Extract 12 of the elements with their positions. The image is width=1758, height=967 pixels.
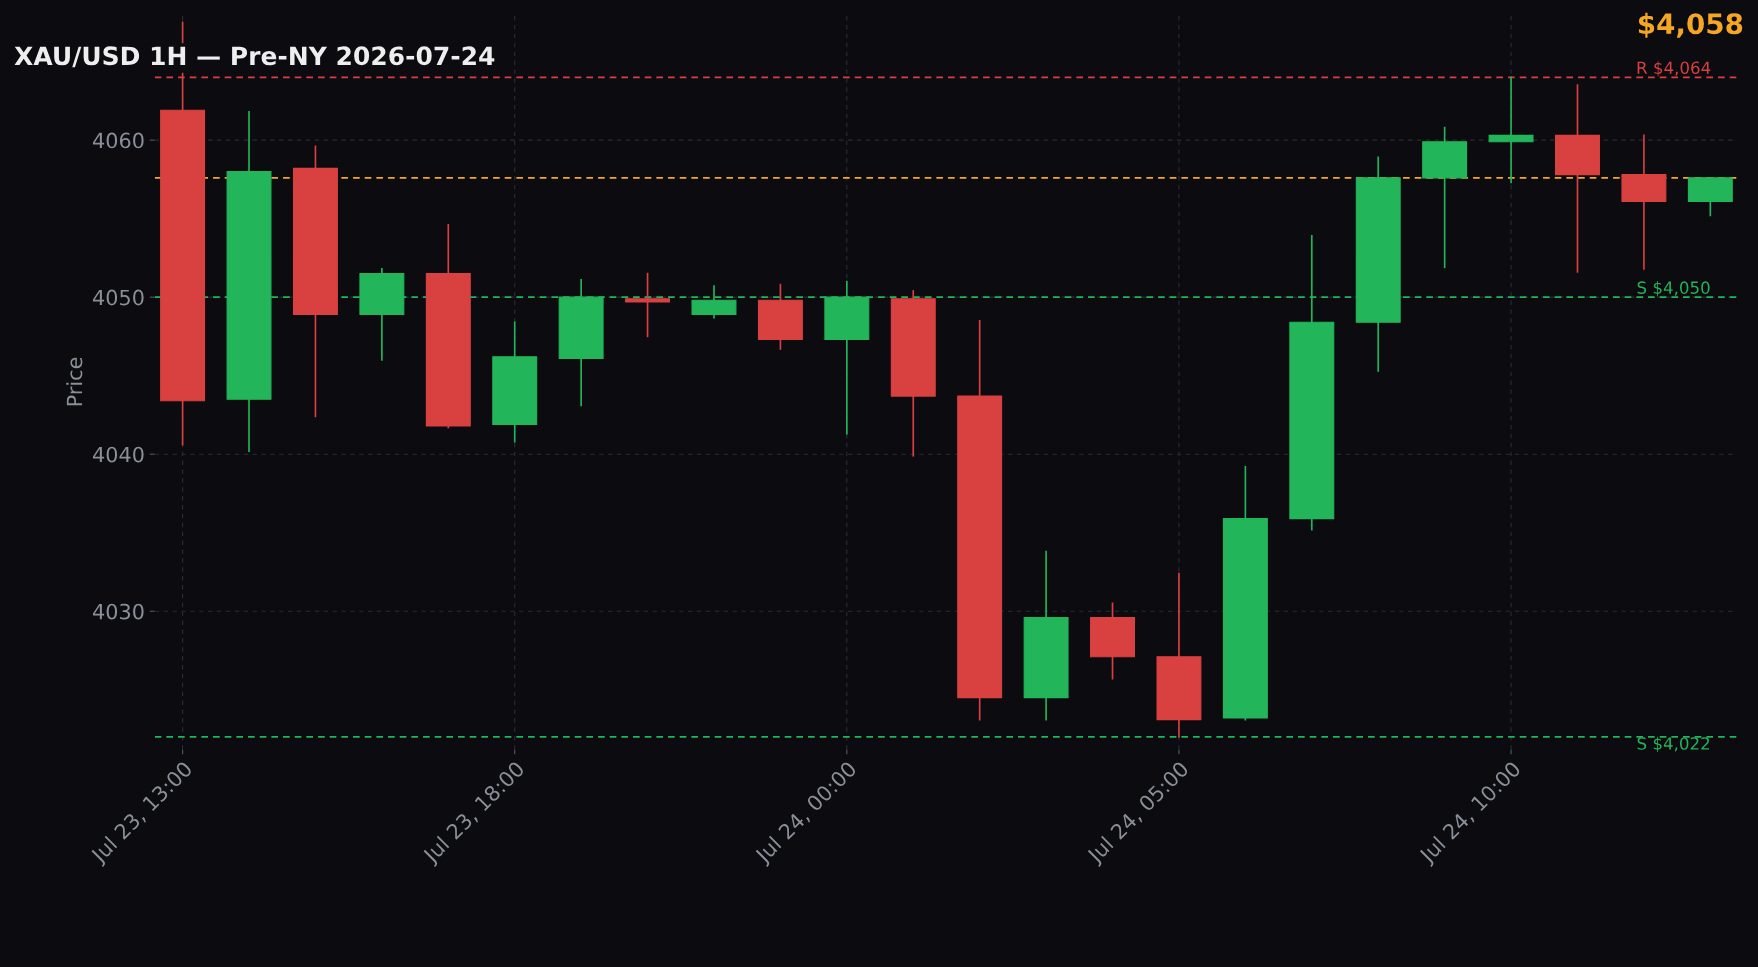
y-tick-label: 4050	[92, 289, 144, 306]
ref-line-label: S $4,022	[1637, 736, 1710, 752]
ref-line-label: S $4,050	[1637, 281, 1710, 297]
text: XAU/USD 1H — Pre-NY 2026-07-24	[14, 46, 495, 68]
candlestick	[1488, 76, 1534, 184]
y-tick-label: 4030	[92, 603, 144, 620]
y-tick-label: 4060	[92, 132, 144, 149]
annotation: $4,058	[1638, 12, 1743, 38]
ref-line-label: R $4,064	[1637, 61, 1711, 77]
candlestick	[625, 272, 671, 338]
y-axis-title: Price	[66, 357, 83, 406]
y-tick-label: 4040	[92, 446, 144, 463]
